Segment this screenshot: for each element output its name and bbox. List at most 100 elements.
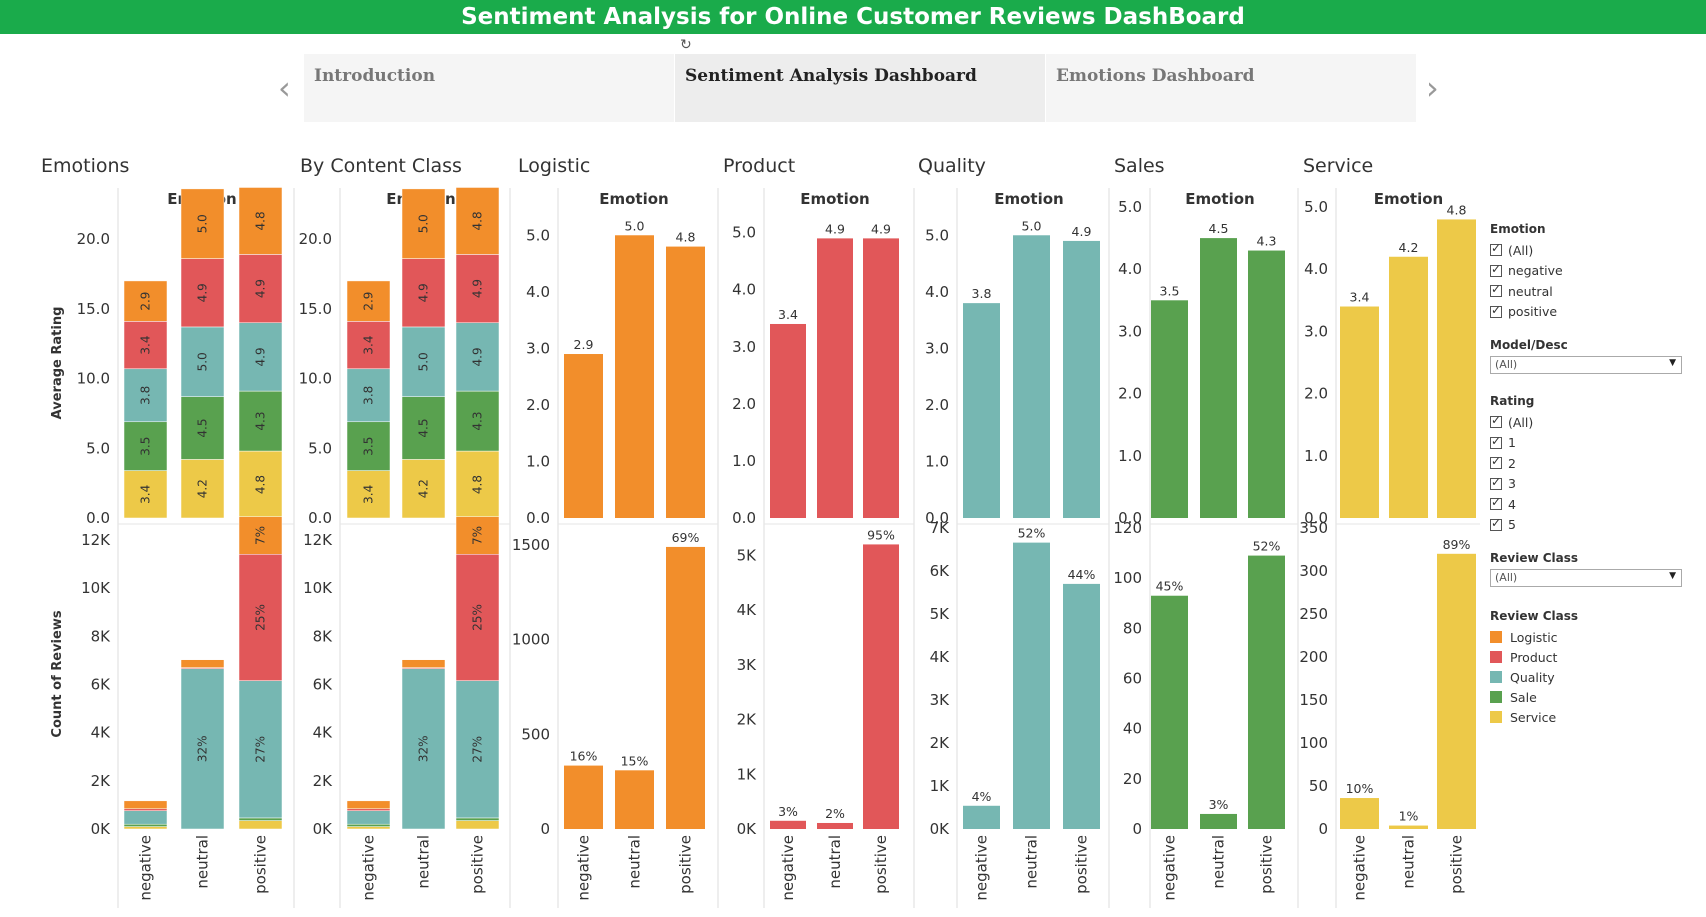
segment-data-label: 32% [196, 735, 210, 762]
refresh-icon[interactable]: ↻ [680, 36, 692, 52]
checkbox-checked-icon[interactable] [1490, 413, 1502, 429]
review-class-dropdown[interactable]: (All) ▼ [1490, 569, 1682, 587]
bar-negative [1151, 595, 1188, 829]
y-tick-label: 0 [540, 820, 550, 838]
y-tick-label: 0K [737, 820, 758, 838]
y-tick-label: 20.0 [77, 230, 110, 248]
segment-data-label: 4.8 [471, 475, 485, 494]
next-arrow-icon[interactable]: › [1426, 69, 1439, 107]
checkbox-checked-icon[interactable] [1490, 454, 1502, 470]
stacked-bar-segment-product [180, 258, 225, 328]
checkbox-label: 5 [1508, 517, 1516, 533]
legend-label: Product [1510, 649, 1558, 665]
y-tick-label: 0.0 [925, 509, 949, 527]
stacked-bar-segment-service [455, 820, 500, 830]
y-tick-label: 10K [303, 579, 333, 597]
checkbox-checked-icon[interactable] [1490, 475, 1502, 490]
legend-item-quality[interactable]: Quality [1490, 667, 1690, 687]
bar-data-label: 2% [825, 806, 845, 821]
y-tick-label: 5.0 [1304, 198, 1328, 216]
checkbox-checked-icon[interactable] [1490, 516, 1502, 531]
legend-item-sale[interactable]: Sale [1490, 687, 1690, 707]
checkbox-label: positive [1508, 304, 1558, 320]
segment-data-label: 4.5 [417, 419, 431, 438]
bar-neutral [615, 235, 654, 519]
legend-item-product[interactable]: Product [1490, 647, 1690, 667]
rating-filter-all[interactable]: (All) [1490, 412, 1690, 433]
y-tick-label: 1.0 [732, 452, 756, 470]
bar-data-label: 3.4 [778, 307, 798, 322]
stacked-bar-segment-logistic [455, 516, 500, 555]
checkbox-checked-icon[interactable] [1490, 282, 1502, 298]
y-tick-label: 3.0 [526, 339, 550, 357]
dropdown-arrow-icon: ▼ [1669, 358, 1676, 368]
y-tick-label: 4.0 [925, 283, 949, 301]
checkbox-checked-icon[interactable] [1490, 241, 1502, 257]
y-tick-label: 20.0 [299, 230, 332, 248]
category-label-negative: negative [360, 835, 378, 901]
bar-negative [963, 805, 1000, 829]
emotion-filter-all[interactable]: (All) [1490, 240, 1690, 261]
previous-arrow-icon[interactable]: ‹ [278, 69, 291, 107]
emotion-filter-negative[interactable]: negative [1490, 261, 1690, 282]
y-tick-label: 1.0 [526, 452, 550, 470]
rating-filter-1[interactable]: 1 [1490, 433, 1690, 454]
rating-filter-2[interactable]: 2 [1490, 453, 1690, 474]
y-tick-label: 100 [1113, 569, 1142, 587]
stacked-bar-segment-logistic [123, 800, 168, 810]
legend-item-service[interactable]: Service [1490, 707, 1690, 727]
bar-neutral [1013, 542, 1050, 829]
segment-data-label: 3.4 [362, 336, 376, 355]
category-label-positive: positive [252, 835, 270, 894]
bar-data-label: 5.0 [625, 218, 645, 233]
bar-data-label: 4.5 [1209, 221, 1229, 236]
bar-neutral [1389, 256, 1428, 518]
stacked-bar-segment-product [455, 553, 500, 681]
bar-neutral [817, 822, 853, 829]
category-label-positive: positive [677, 835, 695, 894]
y-tick-label: 150 [1299, 691, 1328, 709]
bar-data-label: 4.8 [1447, 202, 1467, 217]
y-tick-label: 0 [1132, 820, 1142, 838]
legend-label: Logistic [1510, 629, 1558, 645]
category-label-neutral: neutral [1210, 835, 1228, 889]
emotion-filter-neutral[interactable]: neutral [1490, 281, 1690, 302]
rating-filter-4[interactable]: 4 [1490, 494, 1690, 515]
rating-filter-3[interactable]: 3 [1490, 474, 1690, 495]
stacked-bar-segment-product [401, 258, 446, 328]
y-tick-label: 0.0 [1118, 509, 1142, 527]
y-tick-label: 6K [313, 676, 334, 694]
bar-data-label: 52% [1018, 526, 1046, 541]
y-tick-label: 0.0 [732, 509, 756, 527]
checkbox-label: (All) [1508, 414, 1534, 430]
stacked-bar-segment-quality [401, 668, 446, 830]
dropdown-value: (All) [1495, 571, 1518, 584]
y-tick-label: 5.0 [86, 439, 110, 457]
emotion-filter-positive[interactable]: positive [1490, 302, 1690, 323]
checkbox-checked-icon[interactable] [1490, 303, 1502, 318]
y-axis-title-count-of-reviews: Count of Reviews [50, 610, 65, 737]
checkbox-checked-icon[interactable] [1490, 495, 1502, 511]
y-tick-label: 3K [930, 691, 951, 709]
checkbox-checked-icon[interactable] [1490, 434, 1502, 449]
y-tick-label: 1000 [512, 631, 550, 649]
segment-data-label: 5.0 [196, 352, 210, 371]
stacked-bar-segment-sale [180, 396, 225, 460]
tab-emotions-dashboard[interactable]: Emotions Dashboard [1046, 54, 1416, 122]
category-label-negative: negative [973, 835, 991, 901]
model-filter-dropdown[interactable]: (All) ▼ [1490, 356, 1682, 374]
bar-negative [564, 354, 603, 518]
tab-sentiment-analysis-dashboard[interactable]: Sentiment Analysis Dashboard [675, 54, 1045, 122]
category-label-positive: positive [1258, 835, 1276, 894]
y-tick-label: 1K [737, 765, 758, 783]
segment-data-label: 3.4 [362, 485, 376, 504]
bar-data-label: 3.5 [1160, 283, 1180, 298]
y-tick-label: 2.0 [1118, 385, 1142, 403]
chart-title: Emotions [41, 155, 129, 177]
bar-positive [666, 246, 705, 518]
rating-filter-5[interactable]: 5 [1490, 515, 1690, 536]
checkbox-checked-icon[interactable] [1490, 262, 1502, 277]
tab-introduction[interactable]: Introduction [304, 54, 674, 122]
y-tick-label: 0 [1318, 820, 1328, 838]
legend-item-logistic[interactable]: Logistic [1490, 627, 1690, 647]
